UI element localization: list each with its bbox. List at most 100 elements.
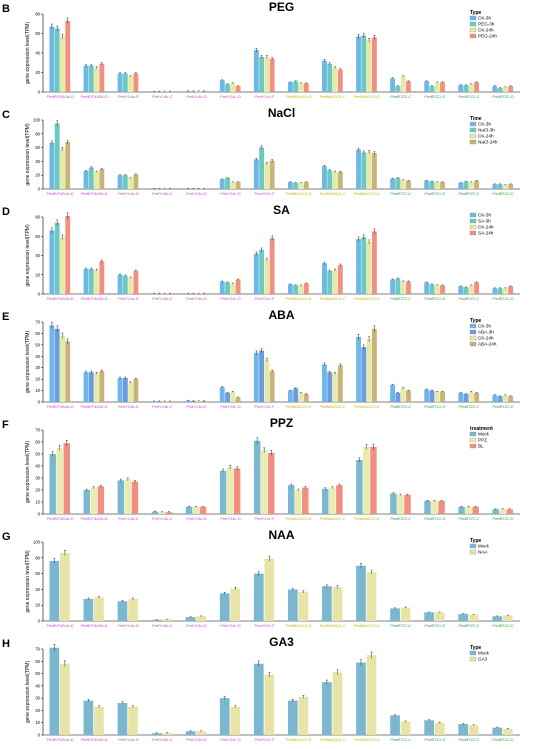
bar bbox=[406, 390, 411, 402]
y-tick-label: 40 bbox=[35, 159, 40, 164]
x-tick-label: PedY14b-C bbox=[152, 94, 173, 99]
bar bbox=[253, 159, 259, 189]
x-tick-label: PedMAGO1-D bbox=[286, 737, 312, 742]
bar bbox=[293, 182, 299, 189]
y-tick-label: 10 bbox=[35, 388, 40, 393]
x-tick-label: PedY14a-D bbox=[118, 404, 139, 409]
bar bbox=[49, 454, 56, 514]
legend-swatch bbox=[469, 437, 477, 443]
bar bbox=[363, 446, 370, 514]
x-tick-label: PedMAGO1-D bbox=[286, 623, 312, 628]
y-tick-label: 20 bbox=[35, 70, 40, 75]
bar bbox=[429, 284, 435, 294]
bar bbox=[230, 391, 236, 402]
bar bbox=[406, 281, 411, 294]
legend-swatch bbox=[469, 127, 477, 133]
bar bbox=[49, 142, 55, 189]
bar bbox=[366, 572, 377, 621]
bar bbox=[253, 440, 261, 514]
legend-entry: BL bbox=[478, 444, 484, 449]
x-tick-label: PedBTZ2-D bbox=[492, 191, 513, 196]
x-tick-label: PedY14a-D bbox=[118, 737, 139, 742]
bar bbox=[235, 182, 241, 189]
bar bbox=[502, 615, 513, 621]
bar bbox=[269, 58, 275, 92]
bar bbox=[458, 85, 464, 92]
bar bbox=[219, 593, 230, 621]
panel-title: SA bbox=[273, 203, 290, 217]
panel-title: GA3 bbox=[269, 635, 294, 649]
panel-title: ABA bbox=[269, 308, 295, 322]
bar bbox=[400, 76, 406, 92]
x-tick-label: PedEIF4A3b-D bbox=[81, 94, 108, 99]
bar bbox=[458, 286, 464, 294]
bar bbox=[356, 662, 366, 735]
bar bbox=[502, 87, 508, 92]
bar bbox=[337, 171, 343, 189]
bar bbox=[400, 388, 406, 402]
bar bbox=[60, 36, 65, 92]
y-tick-label: 0 bbox=[38, 187, 41, 192]
legend-title: Type bbox=[470, 645, 482, 651]
bar bbox=[474, 392, 480, 402]
bar bbox=[122, 378, 128, 402]
bar bbox=[356, 149, 361, 189]
bar bbox=[400, 281, 406, 294]
bar bbox=[371, 153, 377, 189]
panel-letter: C bbox=[2, 109, 10, 121]
bar bbox=[117, 601, 128, 621]
bar bbox=[440, 391, 445, 402]
bar bbox=[199, 506, 207, 514]
bar bbox=[235, 86, 241, 92]
bar bbox=[361, 35, 367, 92]
bar bbox=[117, 73, 123, 92]
legend-swatch bbox=[469, 121, 477, 127]
bar bbox=[468, 182, 474, 189]
bar bbox=[474, 282, 480, 294]
bar bbox=[158, 512, 166, 514]
bar bbox=[390, 384, 396, 402]
y-tick-label: 20 bbox=[35, 603, 40, 608]
bar bbox=[54, 222, 60, 294]
bar bbox=[492, 288, 498, 294]
x-tick-label: PedEIF4A3a-D bbox=[47, 516, 74, 521]
x-tick-label: PedY14a-D bbox=[118, 94, 139, 99]
x-tick-label: PedBTZ1-C bbox=[390, 737, 411, 742]
bar bbox=[151, 511, 159, 514]
legend-swatch bbox=[469, 230, 477, 236]
y-axis-label: gene expression level(TPM) bbox=[25, 331, 31, 394]
legend-entry: CK-24h bbox=[478, 28, 494, 33]
bar bbox=[133, 73, 139, 92]
panel-letter: D bbox=[2, 206, 10, 218]
bar bbox=[463, 85, 469, 92]
bar bbox=[332, 672, 343, 735]
legend-swatch bbox=[469, 27, 477, 33]
bar bbox=[390, 493, 397, 514]
bar bbox=[259, 147, 265, 189]
bar bbox=[327, 170, 333, 189]
bar bbox=[165, 512, 173, 514]
x-tick-label: PedY14b-C bbox=[152, 516, 173, 521]
x-tick-label: PedBTZ2-C bbox=[458, 94, 479, 99]
legend-entry: PEG-3h bbox=[478, 22, 495, 27]
bar bbox=[429, 181, 435, 189]
bar bbox=[162, 619, 172, 621]
bar bbox=[361, 237, 367, 294]
bar bbox=[264, 56, 270, 92]
bar bbox=[508, 86, 514, 92]
bar bbox=[366, 655, 377, 735]
x-tick-label: PedEIF4A3b-D bbox=[81, 516, 108, 521]
y-tick-label: 20 bbox=[35, 708, 40, 713]
bar bbox=[370, 446, 377, 514]
bar bbox=[185, 506, 193, 514]
x-tick-label: PedY14b-D bbox=[186, 296, 207, 301]
legend-title: Type bbox=[470, 318, 482, 324]
bar bbox=[303, 394, 309, 402]
x-tick-label: PedY14a-D bbox=[118, 516, 139, 521]
bar bbox=[424, 180, 430, 189]
bar bbox=[327, 63, 333, 92]
y-tick-label: 30 bbox=[35, 365, 40, 370]
x-tick-label: PedY14b-D bbox=[186, 516, 207, 521]
bar bbox=[54, 123, 60, 189]
y-tick-label: 30 bbox=[35, 696, 40, 701]
